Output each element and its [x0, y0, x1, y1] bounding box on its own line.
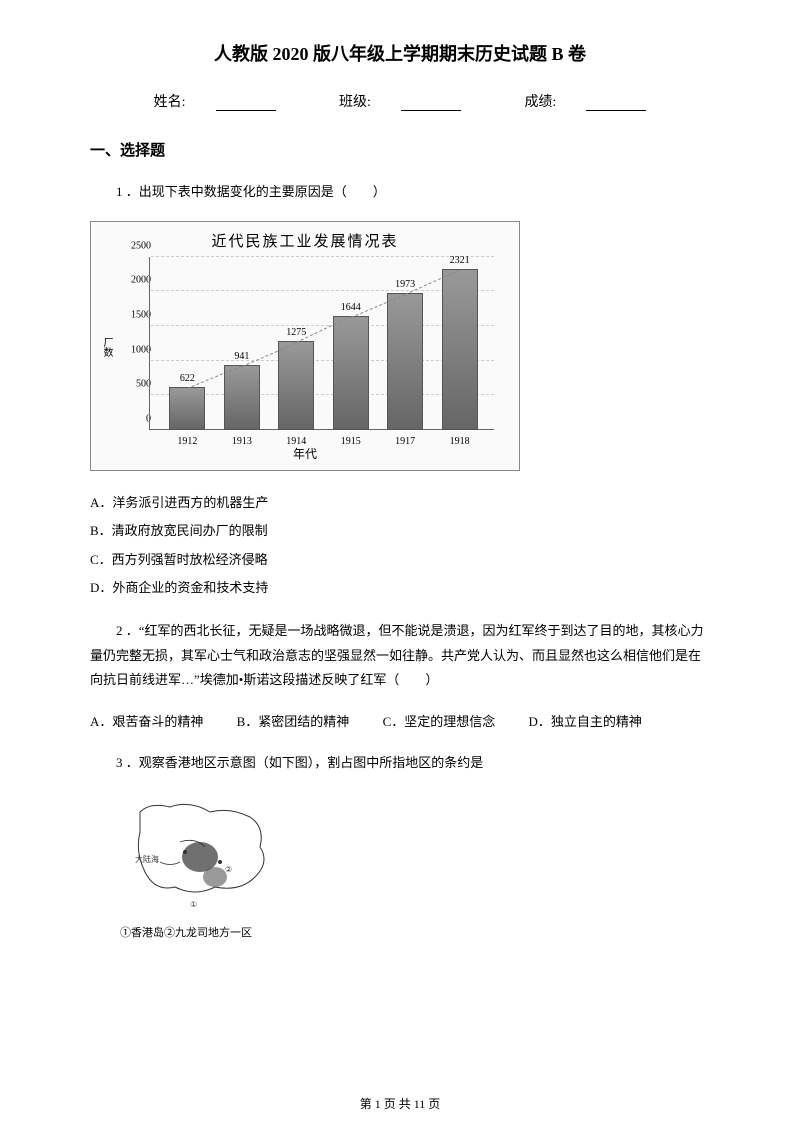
y-tick: 1500	[131, 309, 151, 320]
chart-bar: 1644	[333, 316, 369, 430]
q2-option-a: A．艰苦奋斗的精神	[90, 714, 203, 729]
chart-area: 6221912941191312751914164419151973191723…	[151, 257, 494, 430]
y-tick: 1000	[131, 344, 151, 355]
section-header: 一、选择题	[90, 139, 710, 160]
question-2-text: 2 ．“红军的西北长征，无疑是一场战略微退，但不能说是溃退，因为红军终于到达了目…	[90, 619, 710, 693]
name-label: 姓名:	[139, 95, 291, 110]
q2-option-d: D．独立自主的精神	[528, 714, 641, 729]
y-tick: 2000	[131, 275, 151, 286]
x-tick: 1917	[395, 436, 415, 447]
q1-option-d: D．外商企业的资金和技术支持	[90, 574, 710, 603]
x-tick: 1915	[341, 436, 361, 447]
class-label: 班级:	[324, 95, 476, 110]
bar-value-label: 622	[180, 373, 195, 384]
svg-text:大陆海: 大陆海	[135, 854, 159, 864]
x-tick: 1913	[232, 436, 252, 447]
grid-line	[151, 256, 494, 257]
bar-value-label: 941	[234, 351, 249, 362]
chart-bar: 941	[224, 365, 260, 430]
y-tick: 2500	[131, 240, 151, 251]
q1-option-c: C．西方列强暂时放松经济侵略	[90, 546, 710, 575]
q1-option-b: B．清政府放宽民间办厂的限制	[90, 517, 710, 546]
bar-value-label: 1973	[395, 279, 415, 290]
bar-value-label: 1644	[341, 302, 361, 313]
name-blank[interactable]	[216, 97, 276, 111]
y-axis: 0 500 1000 1500 2000 2500	[121, 257, 151, 430]
q1-option-a: A．洋务派引进西方的机器生产	[90, 489, 710, 518]
page-footer: 第 1 页 共 11 页	[0, 1095, 800, 1112]
student-info-row: 姓名: 班级: 成绩:	[90, 91, 710, 111]
score-label: 成绩:	[509, 95, 661, 110]
score-blank[interactable]	[586, 97, 646, 111]
x-axis-label: 年代	[293, 445, 317, 462]
question-3-text: 3 ．观察香港地区示意图（如下图），割占图中所指地区的条约是	[90, 751, 710, 776]
chart-bar: 1275	[278, 341, 314, 429]
q2-options: A．艰苦奋斗的精神 B．紧密团结的精神 C．坚定的理想信念 D．独立自主的精神	[90, 709, 710, 735]
chart-bar: 622	[169, 387, 205, 430]
question-1-text: 1 ．出现下表中数据变化的主要原因是（ ）	[90, 180, 710, 205]
page-title: 人教版 2020 版八年级上学期期末历史试题 B 卷	[90, 40, 710, 66]
q2-option-b: B．紧密团结的精神	[237, 714, 350, 729]
chart-bar: 1973	[387, 293, 423, 430]
svg-text:①: ①	[190, 900, 197, 909]
x-tick: 1918	[450, 436, 470, 447]
svg-text:②: ②	[225, 865, 232, 874]
map-image: 大陆海 ① ②	[120, 792, 290, 922]
y-axis-label: 厂数	[99, 337, 114, 357]
class-blank[interactable]	[401, 97, 461, 111]
chart-bar: 2321	[442, 269, 478, 430]
chart-title: 近代民族工业发展情况表	[91, 222, 519, 251]
bar-value-label: 1275	[286, 327, 306, 338]
chart-container: 近代民族工业发展情况表 厂数 0 500 1000 1500 2000 2500…	[90, 221, 520, 471]
x-tick: 1912	[177, 436, 197, 447]
q2-option-c: C．坚定的理想信念	[383, 714, 496, 729]
bar-value-label: 2321	[450, 255, 470, 266]
map-caption: ①香港岛②九龙司地方一区	[120, 924, 710, 940]
y-axis-line	[149, 257, 150, 430]
